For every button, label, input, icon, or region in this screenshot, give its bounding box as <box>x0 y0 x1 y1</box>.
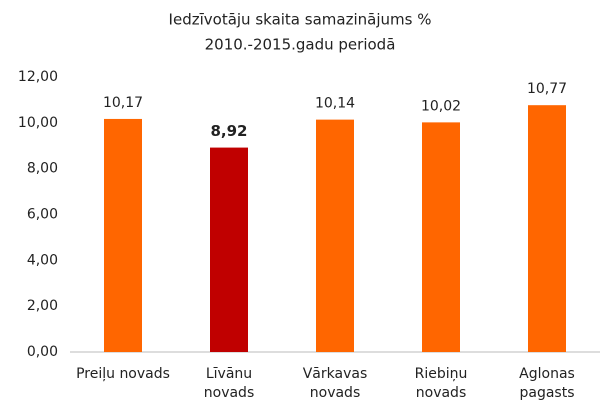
value-label: 8,92 <box>210 122 247 140</box>
value-label: 10,17 <box>103 95 143 111</box>
y-tick-label: 6,00 <box>27 207 58 223</box>
chart-subtitle: 2010.-2015.gadu periodā <box>205 36 396 54</box>
value-label: 10,02 <box>421 98 461 114</box>
x-tick-label: Riebiņu <box>415 366 468 382</box>
bar <box>210 147 248 352</box>
y-tick-label: 8,00 <box>27 161 58 177</box>
bar <box>316 119 354 352</box>
value-label: 10,14 <box>315 96 355 112</box>
x-tick-label: Vārkavas <box>303 366 368 382</box>
x-tick-label: Preiļu novads <box>76 366 170 382</box>
chart-title: Iedzīvotāju skaita samazinājums % <box>169 11 432 29</box>
y-tick-label: 12,00 <box>18 69 58 85</box>
x-tick-label: novads <box>416 385 466 401</box>
x-tick-label: novads <box>310 385 360 401</box>
bar <box>528 105 566 352</box>
x-tick-label: Aglonas <box>519 366 575 382</box>
bar <box>422 122 460 352</box>
x-tick-label: novads <box>204 385 254 401</box>
y-tick-label: 4,00 <box>27 252 58 268</box>
bar <box>104 118 142 352</box>
y-tick-label: 2,00 <box>27 298 58 314</box>
x-tick-label: Līvānu <box>206 366 252 382</box>
y-tick-label: 10,00 <box>18 115 58 131</box>
x-tick-label: pagasts <box>519 385 574 401</box>
y-tick-label: 0,00 <box>27 344 58 360</box>
value-label: 10,77 <box>527 81 567 97</box>
